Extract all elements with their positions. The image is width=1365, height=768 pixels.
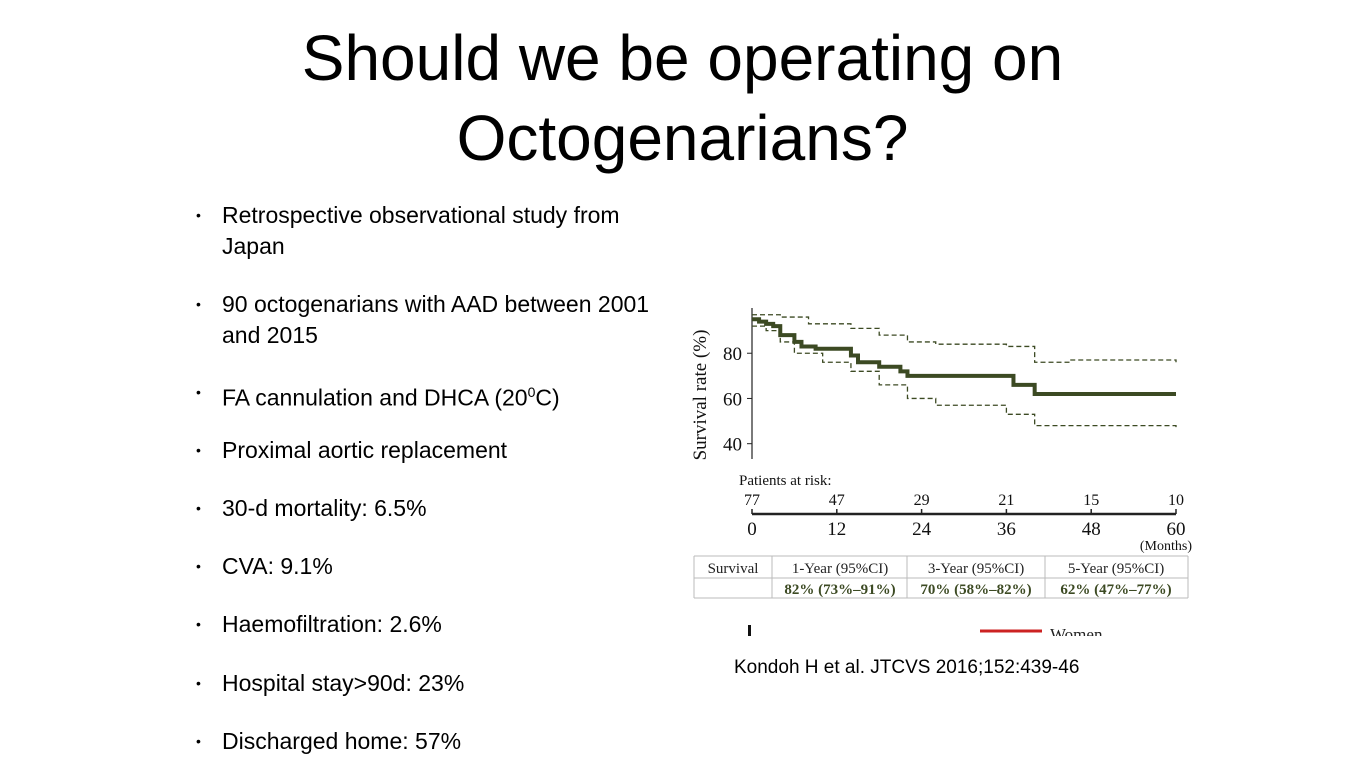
table-cell: 62% (47%–77%) — [1060, 582, 1171, 598]
bullet-marker: • — [196, 675, 201, 691]
bullet-marker: • — [196, 733, 201, 749]
cropped-legend-mark — [748, 625, 751, 636]
plot-area: 40 60 80 77 47 29 21 15 10 0 12 24 36 48 60 — [723, 308, 1186, 540]
bullet-text-part: FA cannulation and DHCA (20 — [222, 384, 528, 411]
risk-count: 21 — [998, 492, 1014, 509]
x-tick-label: 0 — [747, 519, 757, 540]
slide-title-line-2: Octogenarians? — [456, 102, 909, 174]
bullet-text: Proximal aortic replacement — [222, 437, 508, 463]
survival-chart: 40 60 80 77 47 29 21 15 10 0 12 24 36 48 60 Survival r… — [690, 308, 1192, 636]
x-axis-label: (Months) — [1140, 539, 1192, 554]
x-tick-label: 24 — [912, 519, 932, 540]
survival-chart-figure: 40 60 80 77 47 29 21 15 10 0 12 24 36 48 60 Survival r… — [680, 300, 1200, 636]
bullet-marker: • — [196, 616, 201, 632]
bullet-marker: • — [196, 558, 201, 574]
table-header-cell: 5-Year (95%CI) — [1068, 561, 1164, 577]
legend-label-women: Women — [1050, 625, 1103, 636]
bullet-marker: • — [196, 442, 201, 458]
risk-table-label: Patients at risk: — [739, 473, 832, 489]
bullet-text: Hospital stay>90d: 23% — [222, 670, 465, 696]
x-tick-label: 36 — [997, 519, 1016, 540]
superscript-degree: 0 — [527, 384, 536, 400]
ci-line-2 — [752, 325, 1177, 428]
bullet-marker: • — [196, 500, 201, 516]
bullet-text: Haemofiltration: 2.6% — [222, 611, 442, 637]
x-tick-label: 48 — [1082, 519, 1101, 540]
ci-line-1 — [752, 314, 1177, 363]
table-cell: 70% (58%–82%) — [920, 582, 1031, 598]
risk-count: 15 — [1083, 492, 1099, 509]
table-header-cell: 3-Year (95%CI) — [928, 561, 1024, 577]
slide-title: Should we be operating on Octogenarians? — [0, 18, 1365, 178]
citation: Kondoh H et al. JTCVS 2016;152:439-46 — [734, 657, 1080, 678]
bullet-text: 90 octogenarians with AAD between 2001 a… — [222, 291, 650, 348]
table-header-cell: 1-Year (95%CI) — [792, 561, 888, 577]
risk-count: 10 — [1168, 492, 1184, 509]
bullet-text: Discharged home: 57% — [222, 728, 462, 754]
y-tick-label: 40 — [723, 435, 742, 456]
survival-line — [752, 317, 1176, 396]
bullet-text: FA cannulation and DHCA (200C) — [222, 377, 672, 414]
bullet-marker: • — [196, 296, 201, 312]
survival-table: Survival 1-Year (95%CI) 3-Year (95%CI) 5… — [693, 555, 1189, 599]
slide-title-line-1: Should we be operating on — [301, 22, 1064, 94]
y-tick-label: 80 — [723, 344, 742, 365]
x-tick-label: 60 — [1167, 519, 1186, 540]
bullet-text: 30-d mortality: 6.5% — [222, 495, 427, 521]
y-tick-label: 60 — [723, 389, 742, 410]
x-tick-label: 12 — [827, 519, 846, 540]
risk-count: 77 — [744, 492, 760, 509]
bullet-marker: • — [196, 384, 201, 400]
table-header-cell: Survival — [708, 561, 759, 577]
bullet-text-part: C) — [535, 384, 560, 411]
bullet-marker: • — [196, 207, 201, 223]
y-axis-label: Survival rate (%) — [690, 330, 711, 461]
bullet-text: Retrospective observational study from J… — [222, 202, 620, 259]
risk-count: 29 — [914, 492, 930, 509]
risk-count: 47 — [829, 492, 845, 509]
table-cell: 82% (73%–91%) — [784, 582, 895, 598]
bullet-text: CVA: 9.1% — [222, 553, 333, 579]
